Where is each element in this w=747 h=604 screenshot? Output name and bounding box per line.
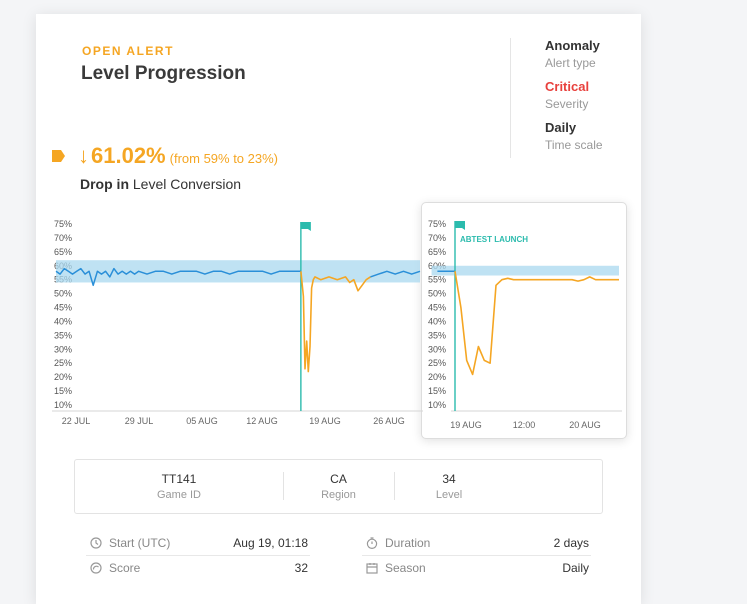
x-tick-label: 20 AUG — [569, 420, 601, 430]
dimensions-panel: TT141 Game ID CA Region 34 Level — [74, 459, 603, 514]
score-label: Score — [109, 561, 141, 575]
y-tick-label: 50% — [428, 289, 446, 299]
y-tick-label: 75% — [54, 219, 72, 229]
y-tick-label: 10% — [54, 400, 72, 410]
drop-description: Drop in Level Conversion — [80, 176, 241, 192]
x-tick-label: 12:00 — [513, 420, 536, 430]
y-tick-label: 20% — [428, 372, 446, 382]
severity-value: Critical — [545, 79, 590, 94]
x-tick-label: 05 AUG — [186, 416, 218, 426]
y-tick-label: 35% — [428, 330, 446, 340]
alert-title: Level Progression — [81, 63, 246, 84]
season-value: Daily — [562, 561, 589, 575]
alert-status: OPEN ALERT — [82, 44, 174, 58]
calendar-icon — [366, 563, 378, 574]
y-tick-label: 15% — [428, 386, 446, 396]
drop-metric: Level Conversion — [132, 176, 242, 192]
y-tick-label: 65% — [54, 247, 72, 257]
drop-prefix: Drop in — [80, 176, 129, 192]
series-line-normal — [55, 267, 301, 287]
game-id-value: TT141 — [161, 472, 197, 486]
change-percent: 61.02% — [91, 143, 166, 168]
time-scale-label: Time scale — [545, 138, 603, 152]
y-tick-label: 20% — [54, 372, 72, 382]
y-tick-label: 45% — [428, 303, 446, 313]
x-tick-label: 26 AUG — [373, 416, 405, 426]
divider — [86, 555, 310, 556]
region-label: Region — [321, 489, 356, 501]
change-summary: ↓ 61.02% (from 59% to 23%) — [52, 143, 278, 168]
region-value: CA — [330, 472, 347, 486]
expected-range-band — [431, 265, 619, 276]
level-value: 34 — [442, 472, 456, 486]
season-row: Season Daily — [366, 556, 589, 580]
y-tick-label: 75% — [428, 219, 446, 229]
season-label: Season — [385, 561, 426, 575]
y-tick-label: 40% — [428, 316, 446, 326]
time-scale-value: Daily — [545, 120, 577, 135]
y-tick-label: 40% — [54, 316, 72, 326]
alert-type-label: Alert type — [545, 56, 596, 70]
dimension-level: 34 Level — [394, 460, 504, 513]
level-label: Level — [435, 489, 463, 501]
arrow-down-icon: ↓ — [78, 143, 89, 168]
annotation-flag — [300, 222, 311, 231]
y-tick-label: 25% — [54, 358, 72, 368]
x-tick-label: 19 AUG — [309, 416, 341, 426]
x-tick-label: 22 JUL — [62, 416, 91, 426]
duration-row: Duration 2 days — [366, 531, 589, 555]
x-tick-label: 19 AUG — [450, 420, 482, 430]
score-row: Score 32 — [90, 556, 308, 580]
annotation-flag — [455, 221, 465, 230]
y-tick-label: 15% — [54, 386, 72, 396]
y-tick-label: 35% — [54, 330, 72, 340]
alert-properties: Anomaly Alert type Critical Severity Dai… — [510, 38, 620, 158]
y-tick-label: 70% — [428, 233, 446, 243]
series-line-anomaly — [300, 271, 371, 373]
x-tick-label: 29 JUL — [125, 416, 154, 426]
score-icon — [90, 562, 102, 574]
stopwatch-icon — [366, 537, 378, 549]
y-tick-label: 30% — [428, 344, 446, 354]
duration-label: Duration — [385, 536, 431, 550]
clock-icon — [90, 537, 102, 549]
y-tick-label: 65% — [428, 247, 446, 257]
alert-type-value: Anomaly — [545, 38, 600, 53]
y-tick-label: 55% — [428, 275, 446, 285]
y-tick-label: 30% — [54, 344, 72, 354]
start-row: Start (UTC) Aug 19, 01:18 — [90, 531, 308, 555]
game-id-label: Game ID — [156, 489, 201, 501]
tag-icon — [52, 150, 65, 162]
annotation-label: ABTEST LAUNCH — [460, 235, 528, 244]
y-tick-label: 25% — [428, 358, 446, 368]
y-tick-label: 50% — [54, 289, 72, 299]
y-tick-label: 70% — [54, 233, 72, 243]
severity-label: Severity — [545, 97, 589, 111]
change-range: (from 59% to 23%) — [169, 150, 278, 166]
x-tick-label: 12 AUG — [246, 416, 278, 426]
divider — [362, 555, 591, 556]
duration-value: 2 days — [553, 536, 589, 550]
score-value: 32 — [294, 561, 308, 575]
series-line-anomaly — [454, 271, 619, 376]
start-value: Aug 19, 01:18 — [233, 536, 308, 550]
y-tick-label: 45% — [54, 303, 72, 313]
dimension-region: CA Region — [283, 460, 394, 513]
series-line-recovered — [370, 270, 421, 278]
y-tick-label: 10% — [428, 400, 446, 410]
dimension-game-id: TT141 Game ID — [75, 460, 283, 513]
start-label: Start (UTC) — [109, 536, 171, 550]
